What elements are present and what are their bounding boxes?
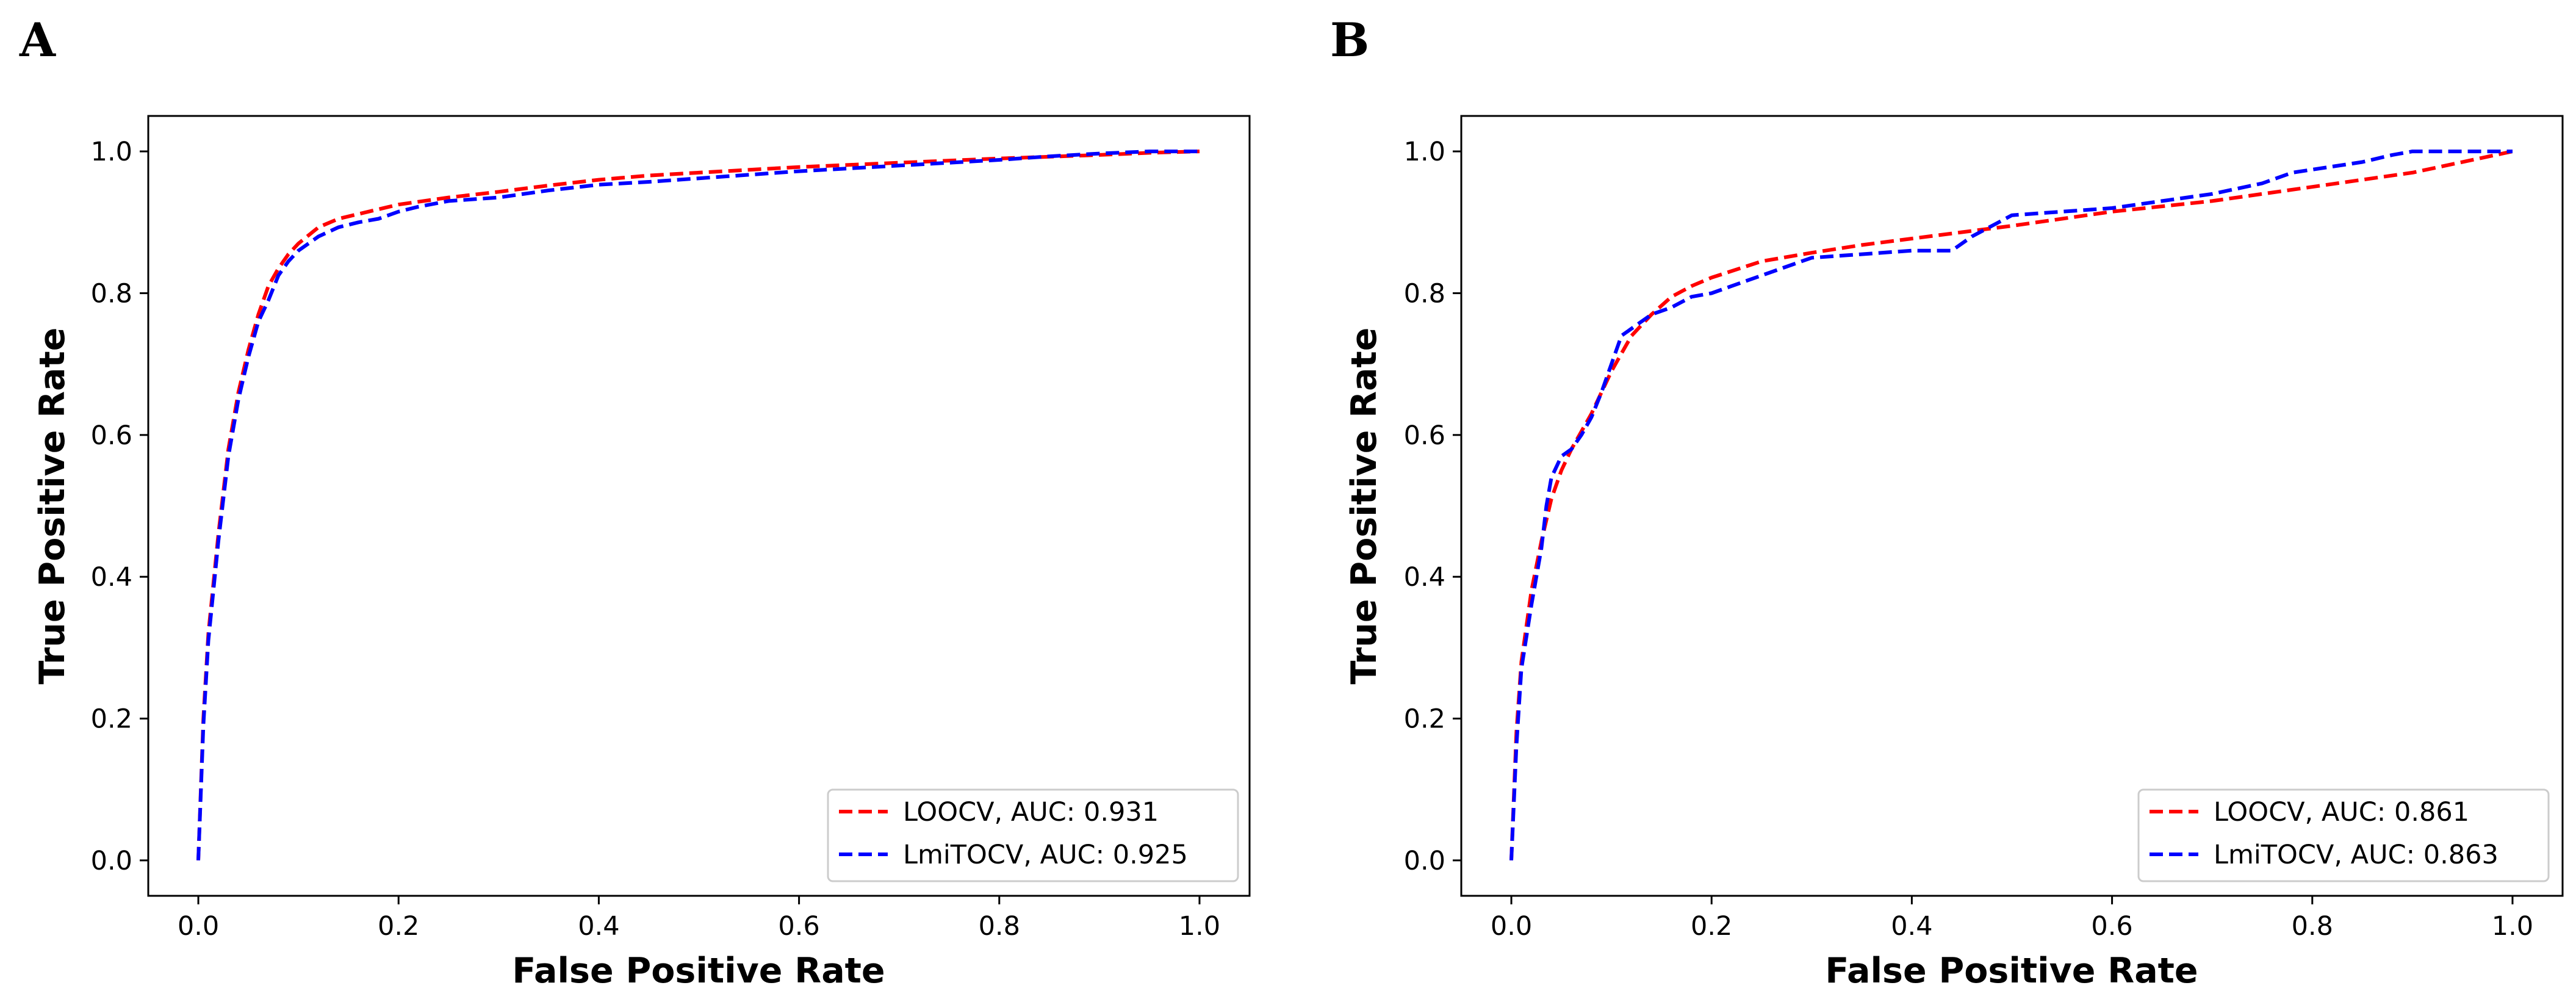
x-tick-label: 0.6 [2091, 911, 2132, 942]
legend-label-loocv: LOOCV, AUC: 0.931 [903, 797, 1159, 827]
roc-curve-series-1 [196, 150, 1200, 861]
x-axis: 0.0 0.2 0.4 0.6 0.8 1.0 [178, 896, 1220, 942]
x-axis-label: False Positive Rate [512, 951, 885, 991]
x-tick-label: 0.6 [778, 911, 819, 942]
y-axis-label: True Positive Rate [1344, 328, 1384, 685]
legend-label-lmitocv: LmiTOCV, AUC: 0.925 [903, 840, 1188, 870]
y-axis-label: True Positive Rate [32, 328, 73, 685]
legend-box [827, 788, 1239, 882]
x-tick-label: 0.0 [1491, 911, 1532, 942]
y-tick-label: 0.6 [91, 420, 132, 451]
y-tick-label: 1.0 [91, 137, 132, 167]
y-tick-label: 1.0 [1404, 137, 1445, 167]
panel-b: B 0.0 0.2 0.4 0.6 0.8 1.0 0.00.20.40.60.81.0 … [1330, 13, 2564, 991]
x-tick-label: 0.8 [979, 911, 1020, 942]
plot-frame [1460, 115, 2564, 897]
plot-lines [196, 150, 1200, 861]
legend-box [2137, 788, 2550, 882]
y-tick-label: 0.2 [1404, 704, 1445, 735]
legend-label-loocv: LOOCV, AUC: 0.861 [2214, 797, 2469, 827]
x-tick-label: 1.0 [1179, 911, 1220, 942]
x-axis: 0.0 0.2 0.4 0.6 0.8 1.0 [1491, 896, 2533, 942]
y-axis: 0.0 0.2 0.4 0.6 0.8 1.0 [1404, 137, 1461, 876]
y-tick-label: 0.0 [91, 846, 132, 876]
y-tick-label: 0.4 [1404, 562, 1445, 593]
x-tick-label: 0.4 [1891, 911, 1932, 942]
x-tick-label: 0.2 [1691, 911, 1732, 942]
plot-lines [1509, 150, 2513, 861]
panel-label: B [1330, 13, 1369, 67]
legend-label-lmitocv: LmiTOCV, AUC: 0.863 [2214, 840, 2499, 870]
roc-curve-series-0 [196, 150, 1200, 861]
panel-label: A [19, 13, 56, 67]
x-axis-label: False Positive Rate [1825, 951, 2198, 991]
x-tick-label: 0.8 [2292, 911, 2333, 942]
y-tick-label: 0.4 [91, 562, 132, 593]
y-tick-label: 0.8 [91, 278, 132, 309]
y-tick-label: 0.6 [1404, 420, 1445, 451]
x-tick-label: 1.0 [2492, 911, 2533, 942]
x-tick-label: 0.2 [378, 911, 419, 942]
x-tick-label: 0.0 [178, 911, 219, 942]
plot-frame [147, 115, 1251, 897]
y-tick-label: 0.8 [1404, 278, 1445, 309]
y-axis: 0.0 0.2 0.4 0.6 0.8 1.0 [91, 137, 148, 876]
y-tick-label: 0.2 [91, 704, 132, 735]
y-tick-label: 0.0 [1404, 846, 1445, 876]
roc-curve-series-0 [1509, 150, 2513, 861]
roc-curve-series-1 [1509, 150, 2513, 861]
legend: LOOCV, AUC: 0.931 LmiTOCV, AUC: 0.925 [827, 788, 1239, 882]
x-tick-label: 0.4 [578, 911, 619, 942]
panel-a: A 0.0 0.2 0.4 0.6 0.8 1.0 0.00.20.40.60.81.0 … [19, 13, 1251, 991]
legend: LOOCV, AUC: 0.861 LmiTOCV, AUC: 0.863 [2137, 788, 2550, 882]
